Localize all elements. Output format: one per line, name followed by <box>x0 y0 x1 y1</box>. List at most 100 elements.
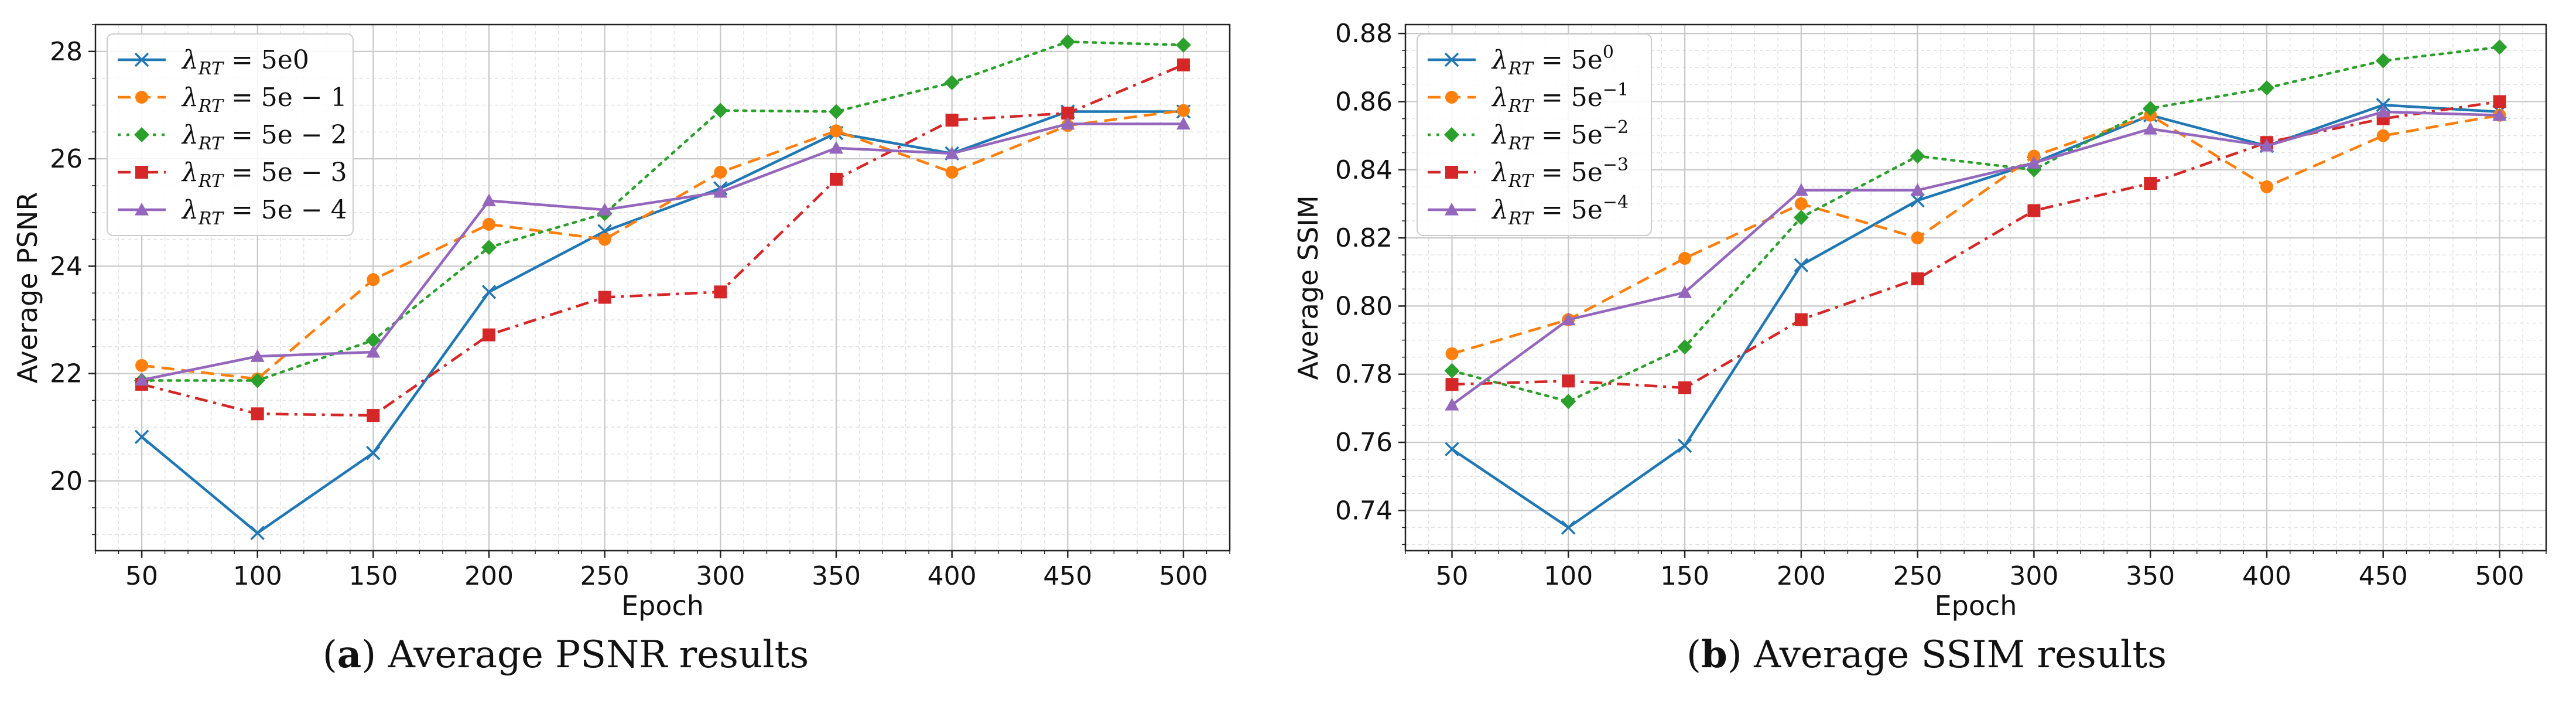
x-tick-label: 150 <box>348 561 398 591</box>
y-tick-label: 0.84 <box>1335 155 1393 185</box>
circle-marker <box>829 124 843 138</box>
x-marker <box>134 52 149 67</box>
triangle-marker <box>1561 312 1576 326</box>
diamond-marker <box>365 332 381 348</box>
series-line <box>1452 100 2500 390</box>
series-line <box>141 110 1183 535</box>
triangle-marker <box>2143 121 2158 135</box>
diamond-marker <box>1793 210 1809 226</box>
circle-marker <box>1678 251 1692 265</box>
square-marker <box>598 291 611 304</box>
series-line <box>141 63 1184 417</box>
series-3 <box>1444 39 2507 409</box>
triangle-marker <box>2259 139 2274 152</box>
x-marker <box>366 445 381 460</box>
triangle-marker <box>1910 183 1925 196</box>
x-marker <box>1794 258 1809 272</box>
square-marker <box>135 166 148 179</box>
legend-label: λRT = 5e − 4 <box>181 195 347 229</box>
legend-label: λRT = 5e−3 <box>1491 155 1629 192</box>
x-marker <box>134 429 149 444</box>
diamond-marker <box>1910 148 1925 164</box>
legend-label: λRT = 5e−1 <box>1491 80 1629 117</box>
series-line <box>141 122 1183 381</box>
circle-marker <box>2376 129 2390 142</box>
square-marker <box>1911 272 1924 285</box>
x-tick-label: 300 <box>696 561 745 591</box>
caption-b: (b) Average SSIM results <box>1686 633 2167 677</box>
plot-frame <box>94 23 1231 552</box>
x-tick-label: 250 <box>580 561 630 591</box>
series-line <box>1451 114 2500 355</box>
y-tick-label: 0.74 <box>1335 496 1393 525</box>
square-marker <box>2144 177 2157 190</box>
legend-entry: λRT = 5e−1 <box>1428 80 1629 117</box>
diamond-marker <box>1060 34 1076 50</box>
circle-marker <box>1445 91 1458 104</box>
diamond-marker <box>944 74 960 90</box>
x-tick-label: 500 <box>2475 561 2524 591</box>
x-marker <box>1445 442 1459 456</box>
circle-marker <box>1176 104 1190 117</box>
circle-marker <box>2260 180 2273 193</box>
circle-marker <box>1445 347 1459 360</box>
diamond-marker <box>1561 394 1576 409</box>
x-marker <box>1677 438 1692 453</box>
square-marker <box>1445 378 1459 391</box>
triangle-marker <box>1678 285 1692 298</box>
x-tick-label: 300 <box>2009 561 2058 591</box>
ssim-chart: 50 100 150 200 250 300 350 400 450 500 0.74 0.76 0.7… <box>1292 19 2547 622</box>
x-tick-label: 200 <box>1777 561 1826 591</box>
diamond-marker <box>134 127 149 142</box>
legend-entry: λRT = 5e−3 <box>1428 155 1629 192</box>
y-tick-label: 0.80 <box>1335 291 1393 321</box>
legend-entry: λRT = 5e−2 <box>1428 117 1629 154</box>
legend-box <box>107 33 354 236</box>
diamond-marker <box>2143 101 2158 117</box>
square-marker <box>251 407 264 421</box>
square-marker <box>483 328 496 342</box>
square-marker <box>1445 166 1458 179</box>
diamond-marker <box>2375 53 2391 69</box>
x-tick-label: 400 <box>2242 561 2291 591</box>
x-tick-label: 500 <box>1159 561 1208 591</box>
legend-label: λRT = 5e − 2 <box>181 120 347 154</box>
psnr-chart: 50 100 150 200 250 300 350 400 450 500 20 22 24 26 28 E… <box>12 23 1231 622</box>
series-line <box>1451 110 2500 406</box>
diamond-marker <box>1444 363 1460 378</box>
diamond-marker <box>1175 37 1191 53</box>
diamond-marker <box>1444 127 1459 142</box>
triangle-marker <box>2027 156 2041 169</box>
series-4 <box>135 58 1190 422</box>
x-tick-label: 450 <box>2359 561 2408 591</box>
circle-marker <box>598 233 611 246</box>
triangle-marker <box>1060 117 1075 130</box>
series-line <box>140 40 1185 382</box>
x-marker <box>1910 193 1925 208</box>
circle-marker <box>483 217 496 231</box>
x-tick-label: 250 <box>1893 561 1942 591</box>
square-marker <box>2493 95 2506 108</box>
triangle-marker <box>1445 398 1459 411</box>
triangle-marker <box>2376 104 2390 118</box>
square-marker <box>829 172 843 186</box>
diamond-marker <box>828 104 844 120</box>
circle-marker <box>135 359 149 372</box>
y-tick-label: 0.76 <box>1335 428 1393 458</box>
caption-a: (a) Average PSNR results <box>322 633 809 677</box>
triangle-marker <box>135 203 149 216</box>
y-tick-label: 20 <box>50 466 83 496</box>
series-5 <box>1445 104 2507 411</box>
triangle-marker <box>366 344 381 358</box>
square-marker <box>1794 313 1808 326</box>
legend-entry: λRT = 5e − 2 <box>118 120 347 154</box>
triangle-marker <box>250 349 265 362</box>
x-marker <box>1561 520 1576 535</box>
triangle-marker <box>713 185 728 198</box>
circle-marker <box>1911 231 1924 245</box>
legend-label: λRT = 5e − 3 <box>181 158 347 192</box>
legend-entry: λRT = 5e − 1 <box>118 83 347 117</box>
grid <box>95 24 1230 551</box>
circle-marker <box>367 273 380 286</box>
